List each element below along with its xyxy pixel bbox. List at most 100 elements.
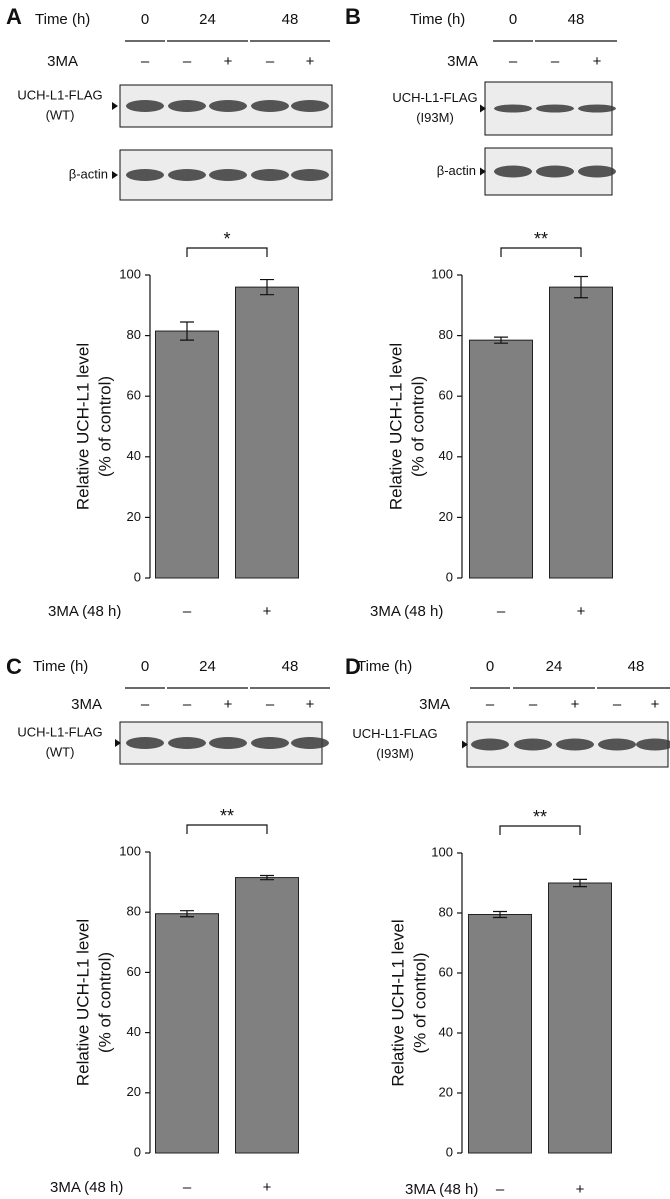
blot-label: (I93M) — [376, 746, 414, 761]
blot-label: β-actin — [437, 163, 476, 178]
significance-bracket — [500, 247, 582, 257]
time-value: 0 — [486, 658, 494, 675]
significance: ** — [534, 229, 548, 249]
error-bar — [180, 321, 194, 341]
treatment: + — [593, 53, 602, 70]
error-bar — [260, 874, 274, 881]
y-tick-label: 0 — [446, 1144, 453, 1159]
bar — [155, 330, 219, 579]
band — [168, 100, 206, 112]
band — [168, 169, 206, 181]
drug-label: 3MA — [419, 696, 450, 713]
significance: ** — [220, 806, 234, 826]
treatment: + — [224, 53, 233, 70]
panel-label: A — [6, 4, 22, 29]
x-tick-label: + — [263, 1179, 272, 1196]
y-tick-label: 20 — [439, 509, 453, 524]
x-axis-label: 3MA (48 h) — [405, 1181, 478, 1198]
x-tick-label: + — [576, 1181, 585, 1198]
time-value: 0 — [141, 11, 149, 28]
y-tick-label: 60 — [439, 964, 453, 979]
y-tick-label: 20 — [439, 1084, 453, 1099]
treatment: – — [183, 696, 192, 713]
error-bar — [574, 275, 588, 299]
y-tick-label: 40 — [127, 448, 141, 463]
time-value: 48 — [568, 11, 585, 28]
treatment: – — [551, 53, 560, 70]
drug-label: 3MA — [47, 53, 78, 70]
y-tick-label: 40 — [439, 1024, 453, 1039]
band — [514, 738, 552, 751]
bar — [469, 339, 533, 579]
time-value: 24 — [199, 658, 216, 675]
error-bar — [260, 278, 274, 296]
y-axis-label: (% of control) — [95, 376, 114, 477]
y-tick-label: 40 — [127, 1024, 141, 1039]
significance-bracket — [499, 825, 581, 835]
treatment: + — [651, 696, 660, 713]
blot-label: (I93M) — [416, 110, 454, 125]
time-label: Time (h) — [33, 658, 88, 675]
panel-label: C — [6, 654, 22, 679]
y-tick-label: 0 — [446, 569, 453, 584]
band — [291, 100, 329, 112]
band — [126, 737, 164, 749]
blot-label: UCH-L1-FLAG — [17, 87, 102, 102]
blot-label: (WT) — [46, 744, 75, 759]
treatment: – — [509, 53, 518, 70]
x-tick-label: – — [497, 603, 506, 620]
bar — [468, 914, 532, 1154]
y-tick-label: 20 — [127, 1084, 141, 1099]
y-axis-label: Relative UCH-L1 level — [73, 919, 92, 1086]
y-tick-label: 60 — [127, 388, 141, 403]
time-value: 48 — [282, 658, 299, 675]
blot-label: (WT) — [46, 107, 75, 122]
band — [126, 169, 164, 181]
blot-label: β-actin — [69, 166, 108, 181]
blot-label: UCH-L1-FLAG — [17, 724, 102, 739]
band — [578, 165, 616, 178]
significance: * — [223, 229, 230, 249]
x-axis-label: 3MA (48 h) — [370, 603, 443, 620]
band — [126, 100, 164, 112]
time-value: 0 — [509, 11, 517, 28]
band — [168, 737, 206, 749]
treatment: – — [141, 696, 150, 713]
x-axis-label: 3MA (48 h) — [48, 603, 121, 620]
error-bar — [494, 336, 508, 344]
y-tick-label: 100 — [119, 266, 141, 281]
y-tick-label: 0 — [134, 569, 141, 584]
x-tick-label: – — [496, 1181, 505, 1198]
significance-bracket — [186, 247, 268, 257]
treatment: – — [613, 696, 622, 713]
treatment: – — [266, 696, 275, 713]
time-label: Time (h) — [357, 658, 412, 675]
arrowhead — [462, 740, 468, 749]
band — [209, 169, 247, 181]
band — [578, 104, 616, 113]
treatment: – — [141, 53, 150, 70]
band — [251, 737, 289, 749]
band — [251, 100, 289, 112]
band — [494, 104, 532, 113]
treatment: – — [183, 53, 192, 70]
band — [556, 738, 594, 751]
drug-label: 3MA — [447, 53, 478, 70]
band — [251, 169, 289, 181]
drug-label: 3MA — [71, 696, 102, 713]
time-label: Time (h) — [410, 11, 465, 28]
arrowhead — [112, 171, 118, 179]
time-value: 24 — [199, 11, 216, 28]
y-tick-label: 100 — [431, 844, 453, 859]
y-tick-label: 40 — [439, 448, 453, 463]
blot-label: UCH-L1-FLAG — [352, 726, 437, 741]
band — [291, 169, 329, 181]
y-tick-label: 20 — [127, 509, 141, 524]
bar — [235, 286, 299, 579]
y-axis-label: Relative UCH-L1 level — [73, 343, 92, 510]
time-value: 0 — [141, 658, 149, 675]
band — [536, 165, 574, 178]
bar — [235, 877, 299, 1154]
error-bar — [493, 910, 507, 919]
time-value: 24 — [546, 658, 563, 675]
